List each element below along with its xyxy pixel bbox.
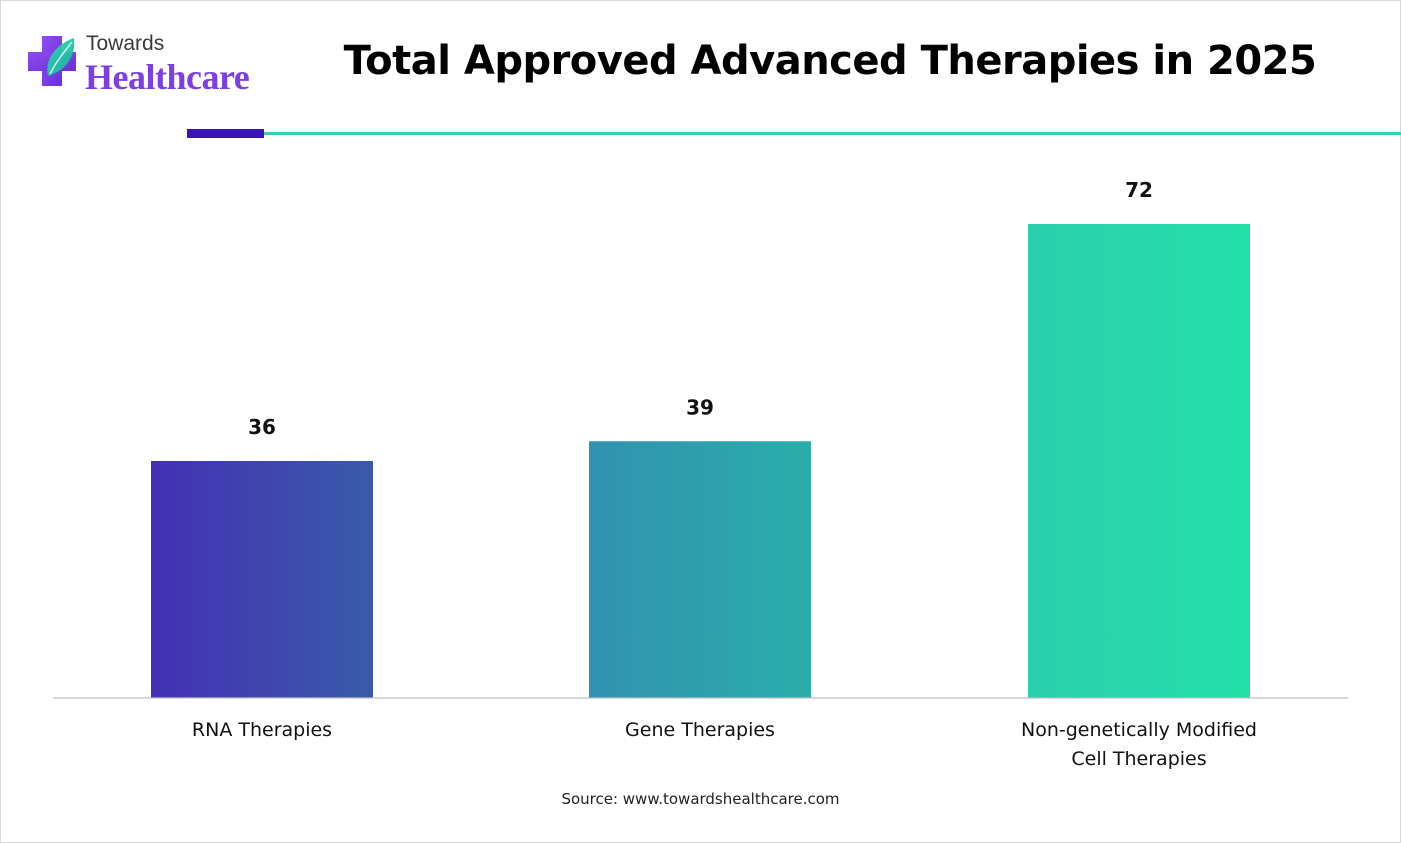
bar-non-genetically-modified-cell-therapies: [1028, 224, 1250, 698]
bar-gene-therapies: [589, 441, 811, 698]
data-label: 36: [248, 415, 276, 439]
data-label: 72: [1125, 178, 1153, 202]
title-accent-bar: [187, 129, 264, 138]
medical-cross-leaf-icon: [28, 36, 76, 86]
source-note: Source: www.towardshealthcare.com: [561, 790, 840, 808]
brand-line2: Healthcare: [85, 57, 250, 97]
bar-rna-therapies: [151, 461, 373, 698]
category-label: Gene Therapies: [625, 719, 775, 741]
category-label: Non-genetically Modified Cell Therapies: [1021, 719, 1257, 770]
chart-title: Total Approved Advanced Therapies in 202…: [343, 38, 1317, 84]
category-label: RNA Therapies: [192, 719, 332, 741]
brand-line1: Towards: [86, 32, 165, 55]
title-divider-line: [264, 132, 1401, 135]
data-label: 39: [686, 395, 714, 419]
brand-logo: Towards Healthcare: [26, 30, 276, 100]
